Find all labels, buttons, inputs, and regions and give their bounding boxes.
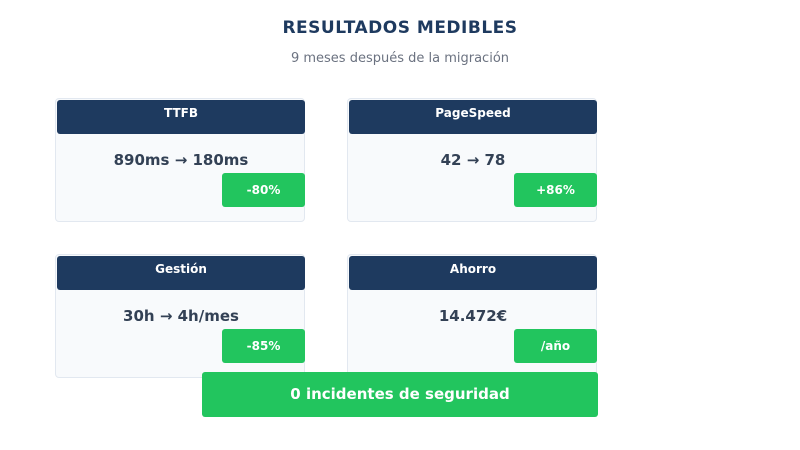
badge: -80% (222, 173, 305, 207)
badge: -85% (222, 329, 305, 363)
card-label: TTFB (57, 100, 305, 134)
card-label: PageSpeed (349, 100, 597, 134)
card: TTFB 890ms → 180ms -80% (55, 98, 305, 222)
card: PageSpeed 42 → 78 +86% (347, 98, 597, 222)
card: Ahorro 14.472€ /año (347, 254, 597, 378)
badge: +86% (514, 173, 597, 207)
card-value: 890ms → 180ms (113, 151, 249, 169)
card-value: 14.472€ (438, 307, 508, 325)
badge: /año (514, 329, 597, 363)
title: RESULTADOS MEDIBLES (282, 18, 518, 38)
card-value: 30h → 4h/mes (123, 307, 239, 325)
banner: 0 incidentes de seguridad (202, 372, 598, 417)
subtitle: 9 meses después de la migración (290, 51, 510, 66)
card-value: 42 → 78 (440, 151, 506, 169)
card-label: Gestión (57, 256, 305, 290)
card-label: Ahorro (349, 256, 597, 290)
card: Gestión 30h → 4h/mes -85% (55, 254, 305, 378)
